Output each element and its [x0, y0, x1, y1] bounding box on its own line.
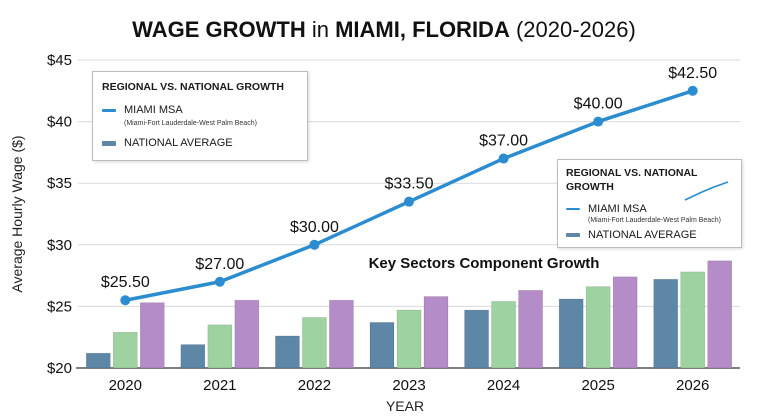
legend-main-item-national: NATIONAL AVERAGE — [102, 137, 233, 149]
legend-secondary-title-line1: REGIONAL VS. NATIONAL — [566, 167, 698, 179]
x-axis-label: YEAR — [386, 398, 424, 414]
line-data-label: $40.00 — [574, 96, 623, 113]
bar-series-0-bar — [558, 298, 584, 369]
bar-series-2-bar — [234, 299, 260, 369]
bar-series — [85, 260, 733, 369]
bar-series-0-bar — [85, 352, 111, 369]
legend-main-sub-miami: (Miami-Fort Lauderdale-West Palm Beach) — [124, 120, 257, 127]
line-data-label: $33.50 — [385, 176, 434, 193]
bar-series-2-bar — [423, 296, 449, 369]
legend-secondary-label-national: NATIONAL AVERAGE — [588, 229, 697, 241]
line-swatch-icon — [566, 208, 580, 210]
miami-line-point — [309, 239, 320, 250]
line-data-label: $27.00 — [195, 256, 244, 273]
chart-title: WAGE GROWTH in MIAMI, FLORIDA (2020-2026… — [132, 17, 636, 42]
x-tick-label: 2026 — [676, 377, 709, 394]
legend-secondary: REGIONAL VS. NATIONAL GROWTH MIAMI MSA (… — [557, 159, 742, 248]
line-swatch-icon — [102, 108, 116, 112]
bar-series-0-bar — [653, 278, 679, 369]
bar-series-1-bar — [302, 317, 327, 369]
trend-mini-icon — [684, 181, 729, 201]
chart-title-part: in — [306, 17, 335, 42]
legend-secondary-sub-miami: (Miami-Fort Lauderdale-West Palm Beach) — [588, 217, 721, 224]
bar-series-0-bar — [180, 344, 206, 369]
bar-series-1-bar — [112, 331, 138, 369]
y-tick-label: $35 — [47, 175, 72, 192]
legend-secondary-title-line2: GROWTH — [566, 181, 614, 193]
legend-main-title: REGIONAL VS. NATIONAL GROWTH — [102, 81, 285, 93]
bar-series-2-bar — [329, 299, 354, 369]
chart-title-part: MIAMI, FLORIDA — [335, 17, 510, 42]
x-tick-label: 2023 — [392, 377, 425, 394]
x-tick-label: 2024 — [487, 377, 520, 394]
miami-line-point — [687, 85, 698, 96]
bar-series-1-bar — [396, 309, 422, 369]
chart-title-part: (2020-2026) — [510, 17, 636, 42]
legend-secondary-label-miami: MIAMI MSA — [588, 203, 647, 215]
bar-swatch-icon — [566, 233, 580, 237]
y-tick-label: $40 — [47, 114, 72, 131]
legend-main-label-national: NATIONAL AVERAGE — [124, 137, 233, 149]
x-tick-label: 2020 — [109, 377, 142, 394]
bar-series-1-bar — [491, 301, 516, 369]
legend-main: REGIONAL VS. NATIONAL GROWTH MIAMI MSA (… — [92, 71, 308, 161]
y-tick-label: $25 — [47, 298, 72, 315]
legend-secondary-item-miami: MIAMI MSA — [566, 203, 647, 215]
bar-series-2-bar — [612, 276, 638, 369]
miami-line-point — [593, 116, 604, 127]
bar-series-0-bar — [464, 309, 489, 369]
axes: $20 $25 $30 $35 $40 $45 2020 2021 2022 2023 2024 20… — [47, 52, 740, 394]
bar-series-0-bar — [275, 335, 300, 369]
bar-series-0-bar — [369, 322, 395, 369]
x-tick-label: 2025 — [581, 377, 614, 394]
line-data-label: $42.50 — [668, 65, 717, 82]
legend-main-label-miami: MIAMI MSA — [124, 104, 183, 116]
bar-series-1-bar — [680, 271, 706, 369]
y-tick-label: $45 — [47, 52, 72, 69]
data-labels: $25.50 $27.00 $30.00 $33.50 $37.00 $40.00 $42.… — [101, 65, 717, 291]
line-data-label: $37.00 — [479, 133, 528, 150]
bar-series-2-bar — [707, 260, 733, 369]
line-data-label: $25.50 — [101, 274, 150, 291]
legend-secondary-item-national: NATIONAL AVERAGE — [566, 229, 697, 241]
miami-line-point — [498, 153, 509, 164]
y-tick-label: $30 — [47, 237, 72, 254]
y-tick-label: $20 — [47, 360, 72, 377]
chart-title-part: WAGE GROWTH — [132, 17, 306, 42]
bar-series-1-bar — [207, 324, 233, 369]
bar-series-1-bar — [585, 286, 611, 369]
legend-main-item-miami: MIAMI MSA — [102, 104, 183, 116]
miami-line-point — [404, 196, 414, 207]
line-data-label: $30.00 — [290, 219, 339, 236]
miami-line-point — [214, 276, 225, 287]
line-series — [120, 85, 698, 306]
x-tick-label: 2021 — [203, 377, 236, 394]
bar-series-2-bar — [139, 302, 165, 369]
y-axis-label: Average Hourly Wage ($) — [9, 135, 25, 292]
x-tick-label: 2022 — [298, 377, 331, 394]
bar-series-2-bar — [518, 290, 543, 369]
miami-line-point — [120, 295, 131, 306]
sector-annotation: Key Sectors Component Growth — [369, 255, 600, 272]
bar-swatch-icon — [102, 140, 116, 146]
